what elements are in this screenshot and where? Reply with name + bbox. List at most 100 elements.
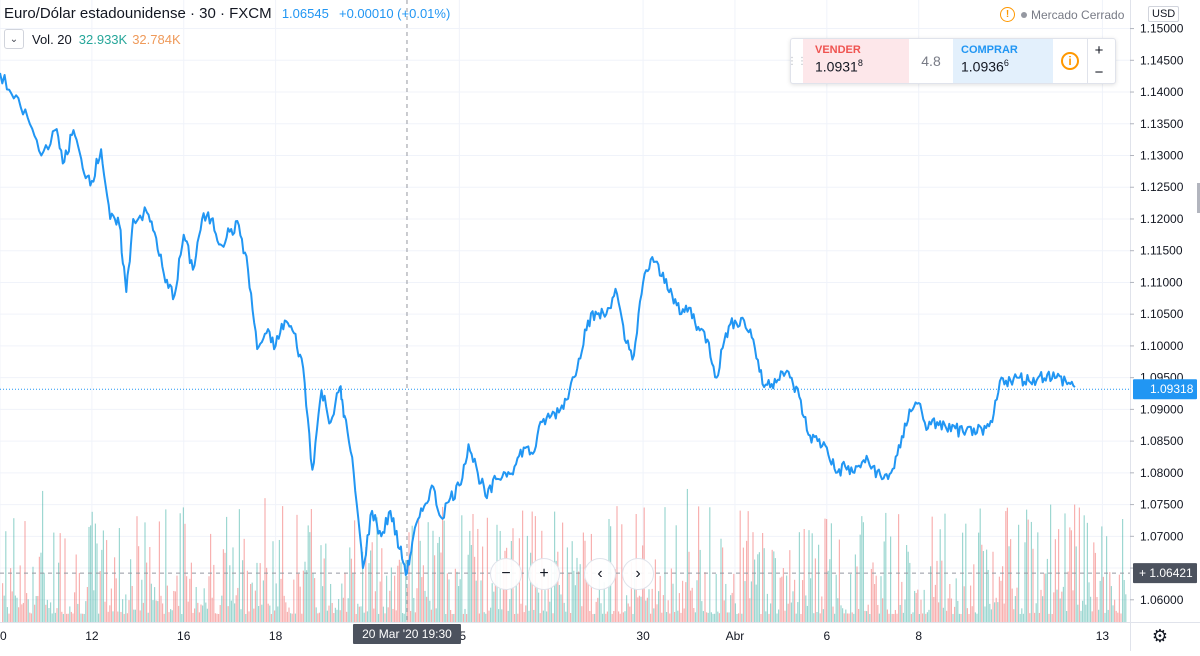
volume-bar: [686, 488, 688, 622]
volume-bar: [366, 611, 368, 622]
volume-bar: [306, 570, 308, 622]
volume-bar: [880, 576, 882, 622]
volume-bar: [46, 599, 48, 622]
volume-bar: [355, 613, 357, 622]
volume-bar: [805, 595, 807, 622]
volume-bar: [514, 613, 516, 622]
zoom-in-button[interactable]: +: [528, 558, 560, 590]
volume-bar: [134, 609, 136, 622]
sell-button[interactable]: VENDER 1.09318: [803, 39, 909, 83]
volume-bar: [37, 595, 39, 622]
price-scale-handle[interactable]: [1197, 183, 1200, 213]
x-tick-label: 16: [177, 629, 191, 643]
volume-bar: [736, 613, 738, 622]
volume-bar: [603, 582, 605, 622]
volume-bar: [1109, 572, 1111, 622]
volume-bar: [662, 595, 664, 622]
volume-bar: [400, 562, 402, 622]
volume-bar: [763, 548, 765, 622]
volume-bar: [786, 575, 788, 622]
volume-bar: [274, 610, 276, 622]
volume-bar: [1043, 573, 1045, 622]
volume-bar: [882, 598, 884, 622]
currency-label[interactable]: USD: [1148, 6, 1180, 22]
volume-bar: [453, 613, 455, 622]
gear-icon[interactable]: ⚙: [1151, 625, 1169, 646]
volume-bar: [187, 601, 189, 622]
volume-bar: [309, 532, 311, 622]
volume-bar: [941, 560, 943, 622]
drag-handle-icon[interactable]: ⋮⋮: [787, 55, 807, 67]
chevron-down-icon[interactable]: ⌄: [4, 29, 24, 49]
volume-bar: [549, 601, 551, 622]
volume-bar: [226, 516, 228, 622]
volume-bar: [312, 573, 314, 622]
market-status[interactable]: ! Mercado Cerrado: [1000, 7, 1124, 22]
volume-bar: [688, 551, 690, 622]
volume-bar: [678, 593, 680, 622]
volume-bar: [843, 613, 845, 622]
volume-bar: [333, 613, 335, 622]
volume-bar: [277, 606, 279, 622]
volume-bar: [802, 580, 804, 622]
volume-bar: [222, 549, 224, 622]
volume-bar: [291, 613, 293, 622]
volume-bar: [806, 605, 808, 622]
volume-bar: [638, 595, 640, 622]
volume-bar: [664, 507, 666, 622]
volume-bar: [646, 597, 648, 622]
volume-bar: [16, 597, 18, 622]
volume-bar: [261, 604, 263, 622]
volume-bar: [563, 602, 565, 622]
volume-bar: [413, 597, 415, 622]
volume-bar: [890, 536, 892, 622]
volume-bar: [859, 534, 861, 622]
crosshair-price-label: + 1.06421: [1139, 566, 1193, 580]
volume-bar: [714, 613, 716, 622]
volume-bar: [824, 518, 826, 622]
volume-bar: [920, 599, 922, 622]
y-tick-label: 1.13500: [1140, 117, 1184, 131]
volume-bar: [288, 607, 290, 622]
volume-bar: [141, 579, 143, 622]
scroll-right-button[interactable]: ›: [622, 558, 654, 590]
zoom-out-button[interactable]: −: [490, 558, 522, 590]
symbol-legend[interactable]: Euro/Dólar estadounidense · 30 · FXCM 1.…: [4, 5, 450, 22]
volume-bar: [1117, 612, 1119, 622]
volume-bar: [954, 606, 956, 622]
volume-bar: [147, 612, 149, 622]
volume-bar: [1021, 608, 1023, 622]
buy-button[interactable]: COMPRAR 1.09366: [953, 39, 1053, 83]
volume-bar: [1088, 582, 1090, 622]
volume-bar: [530, 552, 532, 622]
volume-bar: [528, 610, 530, 622]
volume-bar: [626, 595, 628, 622]
scroll-left-button[interactable]: ‹: [584, 558, 616, 590]
volume-bar: [394, 575, 396, 622]
volume-bar: [952, 613, 954, 622]
volume-bar: [22, 602, 24, 622]
plus-icon[interactable]: +: [1094, 41, 1104, 59]
minus-icon[interactable]: −: [1094, 63, 1104, 81]
volume-bar: [797, 602, 799, 622]
volume-bar: [221, 595, 223, 622]
volume-bar: [1120, 613, 1122, 622]
volume-bar: [341, 583, 343, 622]
volume-bar: [712, 613, 714, 622]
volume-bar: [656, 604, 658, 622]
volume-bar: [494, 563, 496, 622]
volume-bar: [931, 516, 933, 622]
volume-bar: [520, 603, 522, 622]
volume-bar: [827, 570, 829, 622]
info-button[interactable]: i: [1053, 39, 1087, 83]
volume-bar: [830, 523, 832, 622]
price-series-line: [0, 72, 1076, 576]
volume-bar: [352, 573, 354, 622]
volume-bar: [152, 600, 154, 622]
volume-bar: [581, 606, 583, 622]
volume-bar: [106, 540, 108, 622]
volume-bar: [24, 521, 26, 622]
volume-bar: [878, 613, 880, 622]
